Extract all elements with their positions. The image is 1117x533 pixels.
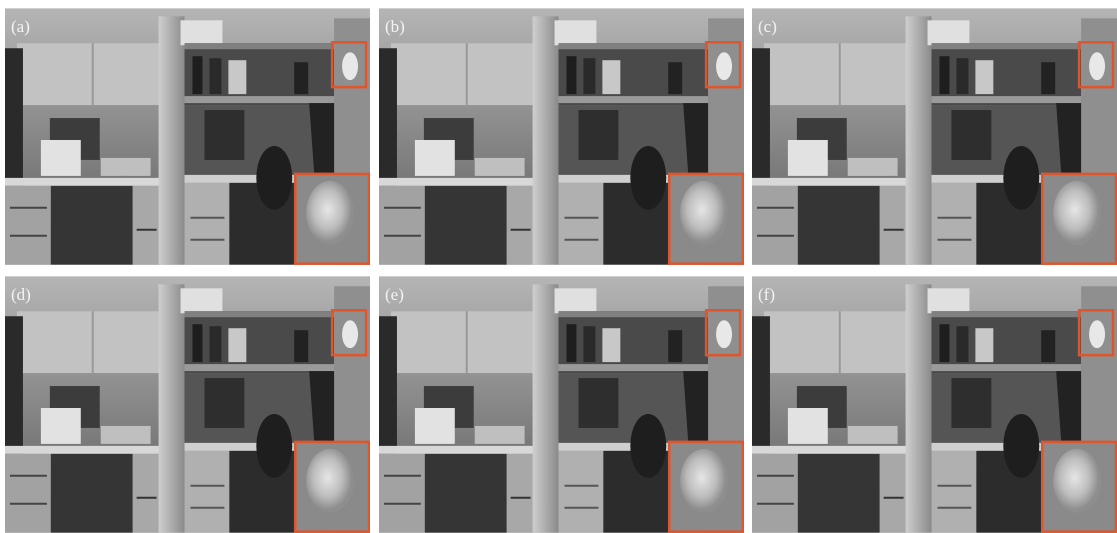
panel: (b) xyxy=(379,8,744,264)
panel-image xyxy=(5,8,370,264)
panel-label: (a) xyxy=(11,17,30,36)
panel-label: (c) xyxy=(758,17,777,36)
panel: (f) xyxy=(752,276,1117,532)
panel: (d) xyxy=(5,276,370,532)
panel: (e) xyxy=(379,276,744,532)
panel: (a) xyxy=(5,8,370,264)
panel-image xyxy=(379,276,744,532)
panel-image xyxy=(5,276,370,532)
panel-image xyxy=(752,8,1117,264)
panel-label: (d) xyxy=(11,285,31,304)
figure: (a) (b) (c) (d) (e) (f) xyxy=(0,0,1117,533)
panel-label: (e) xyxy=(385,285,404,304)
panel: (c) xyxy=(752,8,1117,264)
panel-image xyxy=(752,276,1117,532)
panel-label: (b) xyxy=(385,17,405,36)
panel-image xyxy=(379,8,744,264)
panel-label: (f) xyxy=(758,285,775,304)
